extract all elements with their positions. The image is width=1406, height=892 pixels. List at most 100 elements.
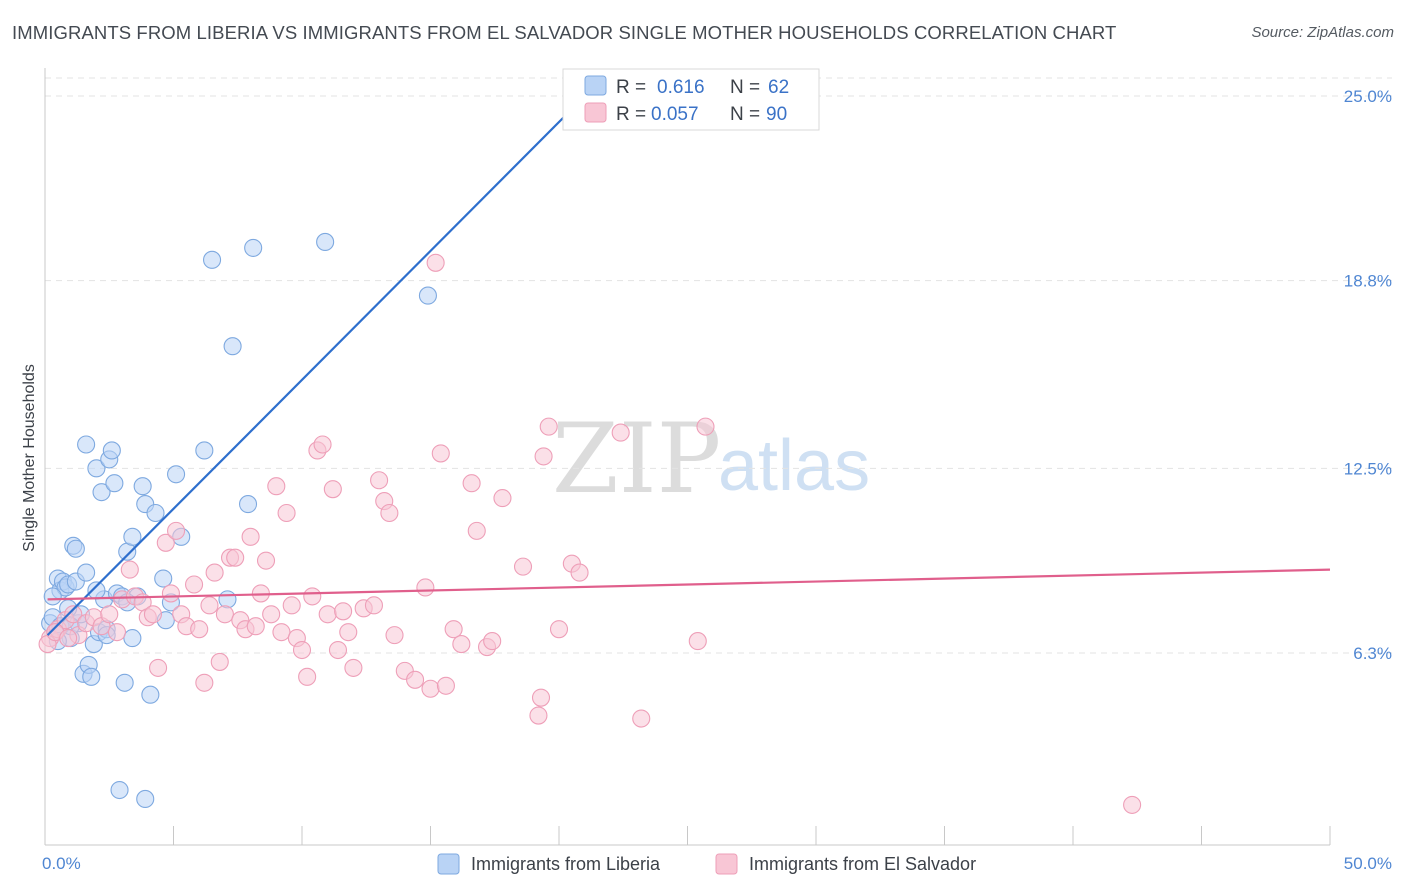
axes [44, 68, 1331, 846]
point-el-salvador-67 [452, 635, 471, 654]
point-el-salvador-30 [226, 548, 245, 567]
point-el-salvador-48 [318, 605, 337, 624]
point-el-salvador-37 [262, 605, 281, 624]
point-liberia-20 [92, 483, 111, 502]
point-el-salvador-55 [364, 596, 384, 615]
point-el-salvador-68 [462, 474, 481, 493]
point-el-salvador-76 [534, 447, 553, 466]
y-tick-labels: 6.3% 12.5% 18.8% 25.0% [1344, 87, 1392, 663]
point-el-salvador-36 [256, 551, 276, 570]
stats-legend: R = 0.616 N = 62 R = 0.057 N = 90 [562, 68, 820, 131]
point-liberia-51 [136, 789, 155, 809]
point-liberia-14 [77, 435, 96, 454]
point-el-salvador-82 [632, 709, 651, 728]
bottom-legend-label-el-salvador: Immigrants from El Salvador [749, 854, 976, 874]
point-el-salvador-77 [539, 417, 558, 436]
trend-line-liberia [46, 116, 565, 636]
point-el-salvador-39 [272, 623, 291, 642]
point-liberia-48 [316, 232, 335, 252]
series-liberia-points [41, 232, 437, 809]
bottom-legend-label-liberia: Immigrants from Liberia [471, 854, 661, 874]
point-el-salvador-66 [444, 620, 463, 639]
point-el-salvador-43 [292, 640, 312, 660]
point-el-salvador-9 [107, 623, 127, 642]
chart-title: IMMIGRANTS FROM LIBERIA VS IMMIGRANTS FR… [12, 22, 1117, 43]
point-liberia-50 [110, 780, 129, 800]
point-liberia-61 [87, 581, 106, 600]
point-el-salvador-33 [241, 527, 260, 546]
trend-line-el-salvador [47, 568, 1331, 601]
point-el-salvador-26 [205, 563, 224, 582]
point-el-salvador-15 [143, 605, 162, 624]
point-liberia-24 [102, 441, 121, 460]
point-liberia-35 [141, 685, 160, 704]
legend-n-label-el-salvador: N = [730, 104, 760, 125]
point-el-salvador-19 [167, 521, 186, 540]
point-el-salvador-44 [298, 667, 317, 686]
y-tick-label-0: 6.3% [1353, 644, 1392, 663]
point-el-salvador-75 [531, 688, 551, 707]
point-el-salvador-69 [467, 521, 486, 540]
series-el-salvador-points [38, 253, 1142, 814]
point-liberia-42 [195, 441, 214, 460]
x-tick-label-min: 0.0% [42, 854, 81, 873]
point-el-salvador-84 [688, 632, 707, 651]
point-el-salvador-47 [313, 435, 332, 454]
point-el-salvador-23 [190, 620, 209, 639]
point-el-salvador-62 [416, 578, 435, 597]
point-el-salvador-52 [339, 623, 358, 642]
point-el-salvador-51 [334, 602, 353, 621]
point-el-salvador-28 [215, 605, 234, 624]
point-el-salvador-11 [120, 560, 139, 579]
point-liberia-56 [43, 587, 62, 606]
point-liberia-10 [66, 539, 85, 558]
point-el-salvador-25 [200, 596, 219, 615]
y-axis-label: Single Mother Households [21, 364, 38, 552]
legend-swatch-el-salvador [584, 102, 607, 123]
point-el-salvador-45 [303, 587, 322, 606]
point-el-salvador-80 [570, 563, 589, 582]
point-liberia-28 [115, 673, 134, 692]
legend-n-label-liberia: N = [730, 77, 760, 98]
point-el-salvador-86 [1123, 795, 1142, 814]
point-el-salvador-89 [59, 629, 78, 648]
point-el-salvador-24 [195, 673, 214, 692]
point-el-salvador-34 [246, 617, 265, 636]
point-el-salvador-59 [385, 626, 404, 645]
legend-r-label-el-salvador: R = [616, 104, 646, 125]
point-el-salvador-61 [406, 670, 425, 689]
point-el-salvador-72 [493, 489, 512, 508]
point-el-salvador-50 [328, 640, 348, 660]
legend-r-value-el-salvador: 0.057 [651, 104, 699, 125]
x-tick-label-max: 50.0% [1344, 854, 1392, 873]
legend-n-value-el-salvador: 90 [766, 104, 787, 125]
point-el-salvador-41 [282, 596, 301, 615]
point-el-salvador-65 [436, 676, 455, 695]
watermark-atlas: atlas [718, 426, 870, 506]
point-liberia-47 [244, 238, 263, 257]
point-liberia-37 [154, 569, 173, 588]
point-liberia-31 [123, 629, 142, 648]
point-el-salvador-74 [529, 706, 548, 725]
point-el-salvador-16 [149, 658, 168, 677]
point-el-salvador-53 [344, 658, 363, 677]
point-el-salvador-81 [611, 423, 630, 442]
point-liberia-36 [146, 503, 165, 523]
legend-r-value-liberia: 0.616 [657, 77, 705, 98]
point-el-salvador-83 [696, 417, 715, 436]
series-legend: Immigrants from Liberia Immigrants from … [437, 853, 976, 875]
point-el-salvador-78 [549, 620, 569, 639]
point-el-salvador-71 [483, 632, 502, 651]
point-el-salvador-40 [277, 503, 296, 523]
point-el-salvador-58 [380, 503, 399, 523]
point-el-salvador-38 [267, 477, 286, 496]
point-liberia-16 [82, 667, 101, 686]
source-credit: Source: ZipAtlas.com [1251, 24, 1394, 41]
point-el-salvador-22 [185, 575, 204, 594]
point-el-salvador-17 [156, 533, 175, 552]
point-liberia-43 [203, 250, 222, 269]
point-el-salvador-73 [513, 557, 533, 576]
point-liberia-46 [238, 495, 258, 514]
y-tick-label-2: 18.8% [1344, 272, 1392, 291]
